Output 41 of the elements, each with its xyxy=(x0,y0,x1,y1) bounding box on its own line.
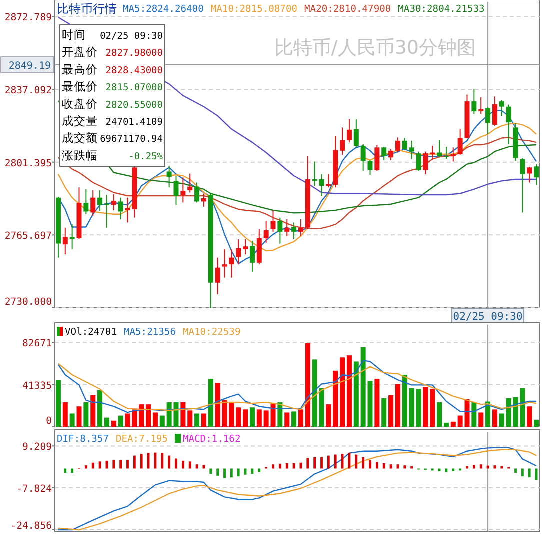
annotation: 2827.98000 xyxy=(106,48,164,60)
annotation: 成交量 xyxy=(62,114,98,128)
text: MA5:2824.26400 xyxy=(123,4,204,15)
text: 比特币/人民币30分钟图 xyxy=(274,37,476,59)
y-tick-label: 9.209 xyxy=(22,442,52,454)
ref-line-label: 2849.19 xyxy=(8,60,51,72)
annotation: 02/25 09:30 xyxy=(100,31,164,42)
chart-title: 比特币行情 xyxy=(57,2,117,16)
text: MA5:21356 xyxy=(124,327,176,338)
y-tick-label: 2872.789 xyxy=(4,12,52,24)
annotation: 成交额 xyxy=(62,131,98,146)
text: DIF:8.357 xyxy=(57,434,110,445)
annotation: 开盘价 xyxy=(62,45,98,60)
annotation: 2820.55000 xyxy=(106,100,164,111)
text: MA10:22539 xyxy=(182,327,241,338)
y-tick-label: 2765.697 xyxy=(4,231,52,242)
annotation: -0.25% xyxy=(128,151,164,162)
annotation: 24701.4109 xyxy=(106,117,164,128)
legend-label: VOl:24701 xyxy=(65,327,118,338)
annotation: 69671170.94 xyxy=(100,134,164,146)
y-tick-label: 2801.395 xyxy=(4,158,52,170)
annotation: 涨跌幅 xyxy=(62,148,98,162)
text: 02/25 09:30 xyxy=(453,311,523,323)
text: MA30:2804.21533 xyxy=(398,4,486,15)
legend-label: MACD:1.162 xyxy=(182,434,241,445)
annotation: 2828.43000 xyxy=(106,65,164,76)
y-tick-label: 82671 xyxy=(22,338,52,350)
annotation: 收盘价 xyxy=(62,96,98,111)
y-tick-label: 0 xyxy=(46,416,52,427)
text: DEA:7.195 xyxy=(116,434,168,445)
annotation: 2815.07000 xyxy=(106,82,164,94)
y-tick-label: 2837.092 xyxy=(4,86,52,97)
y-tick-label: -7.824 xyxy=(16,484,52,495)
text: MA10:2815.08700 xyxy=(210,4,298,15)
text: MA20:2810.47900 xyxy=(304,4,392,15)
annotation: 时间 xyxy=(62,28,86,42)
annotation: 最高价 xyxy=(62,62,98,76)
y-tick-label: 41335 xyxy=(22,380,52,392)
annotation: 最低价 xyxy=(62,80,98,94)
y-tick-label: 2730.000 xyxy=(4,297,52,308)
y-tick-label: -24.856 xyxy=(10,521,52,532)
